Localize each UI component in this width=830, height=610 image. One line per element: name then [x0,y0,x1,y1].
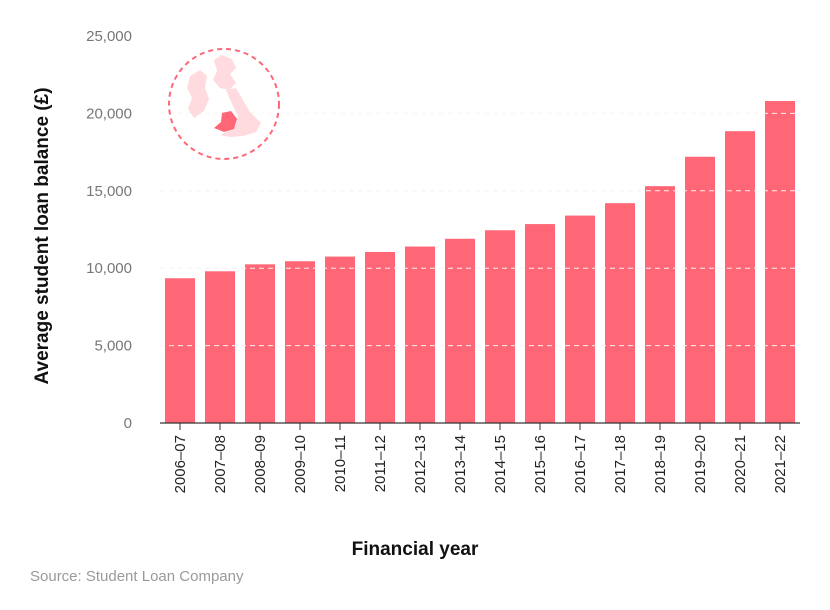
x-tick-label: 2008–09 [252,435,269,493]
bar [565,215,595,423]
x-tick-label: 2007–08 [212,435,229,493]
x-tick-label: 2020–21 [732,435,749,493]
y-tick-label: 5,000 [94,338,132,355]
y-tick-label: 25,000 [86,28,132,45]
x-tick-label: 2011–12 [372,435,389,492]
x-tick-label: 2017–18 [612,435,629,493]
uk-map-wales-highlight-icon [168,48,280,160]
y-tick-label: 20,000 [86,105,132,122]
x-tick-label: 2013–14 [452,435,469,493]
x-tick-labels: 2006–07 2007–08 2008–09 2009–10 2010–11 2011–… [172,423,789,493]
bar [645,186,675,423]
y-tick-label: 15,000 [86,183,132,200]
bar [205,271,235,423]
x-tick-label: 2018–19 [652,435,669,493]
x-tick-label: 2021–22 [772,435,789,493]
x-tick-label: 2006–07 [172,435,189,493]
bar [245,264,275,423]
bar [485,230,515,423]
y-tick-label: 0 [124,415,132,432]
bar [525,224,555,423]
x-tick-label: 2016–17 [572,435,589,493]
bar [405,246,435,423]
x-tick-label: 2014–15 [492,435,509,493]
x-tick-label: 2009–10 [292,435,309,493]
bar [445,238,475,423]
source-note: Source: Student Loan Company [30,568,244,585]
y-axis-title: Average student loan balance (£) [32,87,53,384]
x-axis-title: Financial year [352,539,479,560]
x-tick-label: 2019–20 [692,435,709,493]
x-tick-label: 2015–16 [532,435,549,493]
bar [685,156,715,423]
bars [160,35,800,424]
y-tick-labels: 0 5,000 10,000 15,000 20,000 25,000 [86,28,132,432]
bar [165,278,195,423]
bar [285,261,315,423]
bar [725,131,755,423]
bar [605,203,635,423]
y-tick-label: 10,000 [86,260,132,277]
bar [765,101,795,424]
bar [365,251,395,423]
x-tick-label: 2012–13 [412,435,429,493]
bar [325,256,355,423]
x-tick-label: 2010–11 [332,435,349,492]
